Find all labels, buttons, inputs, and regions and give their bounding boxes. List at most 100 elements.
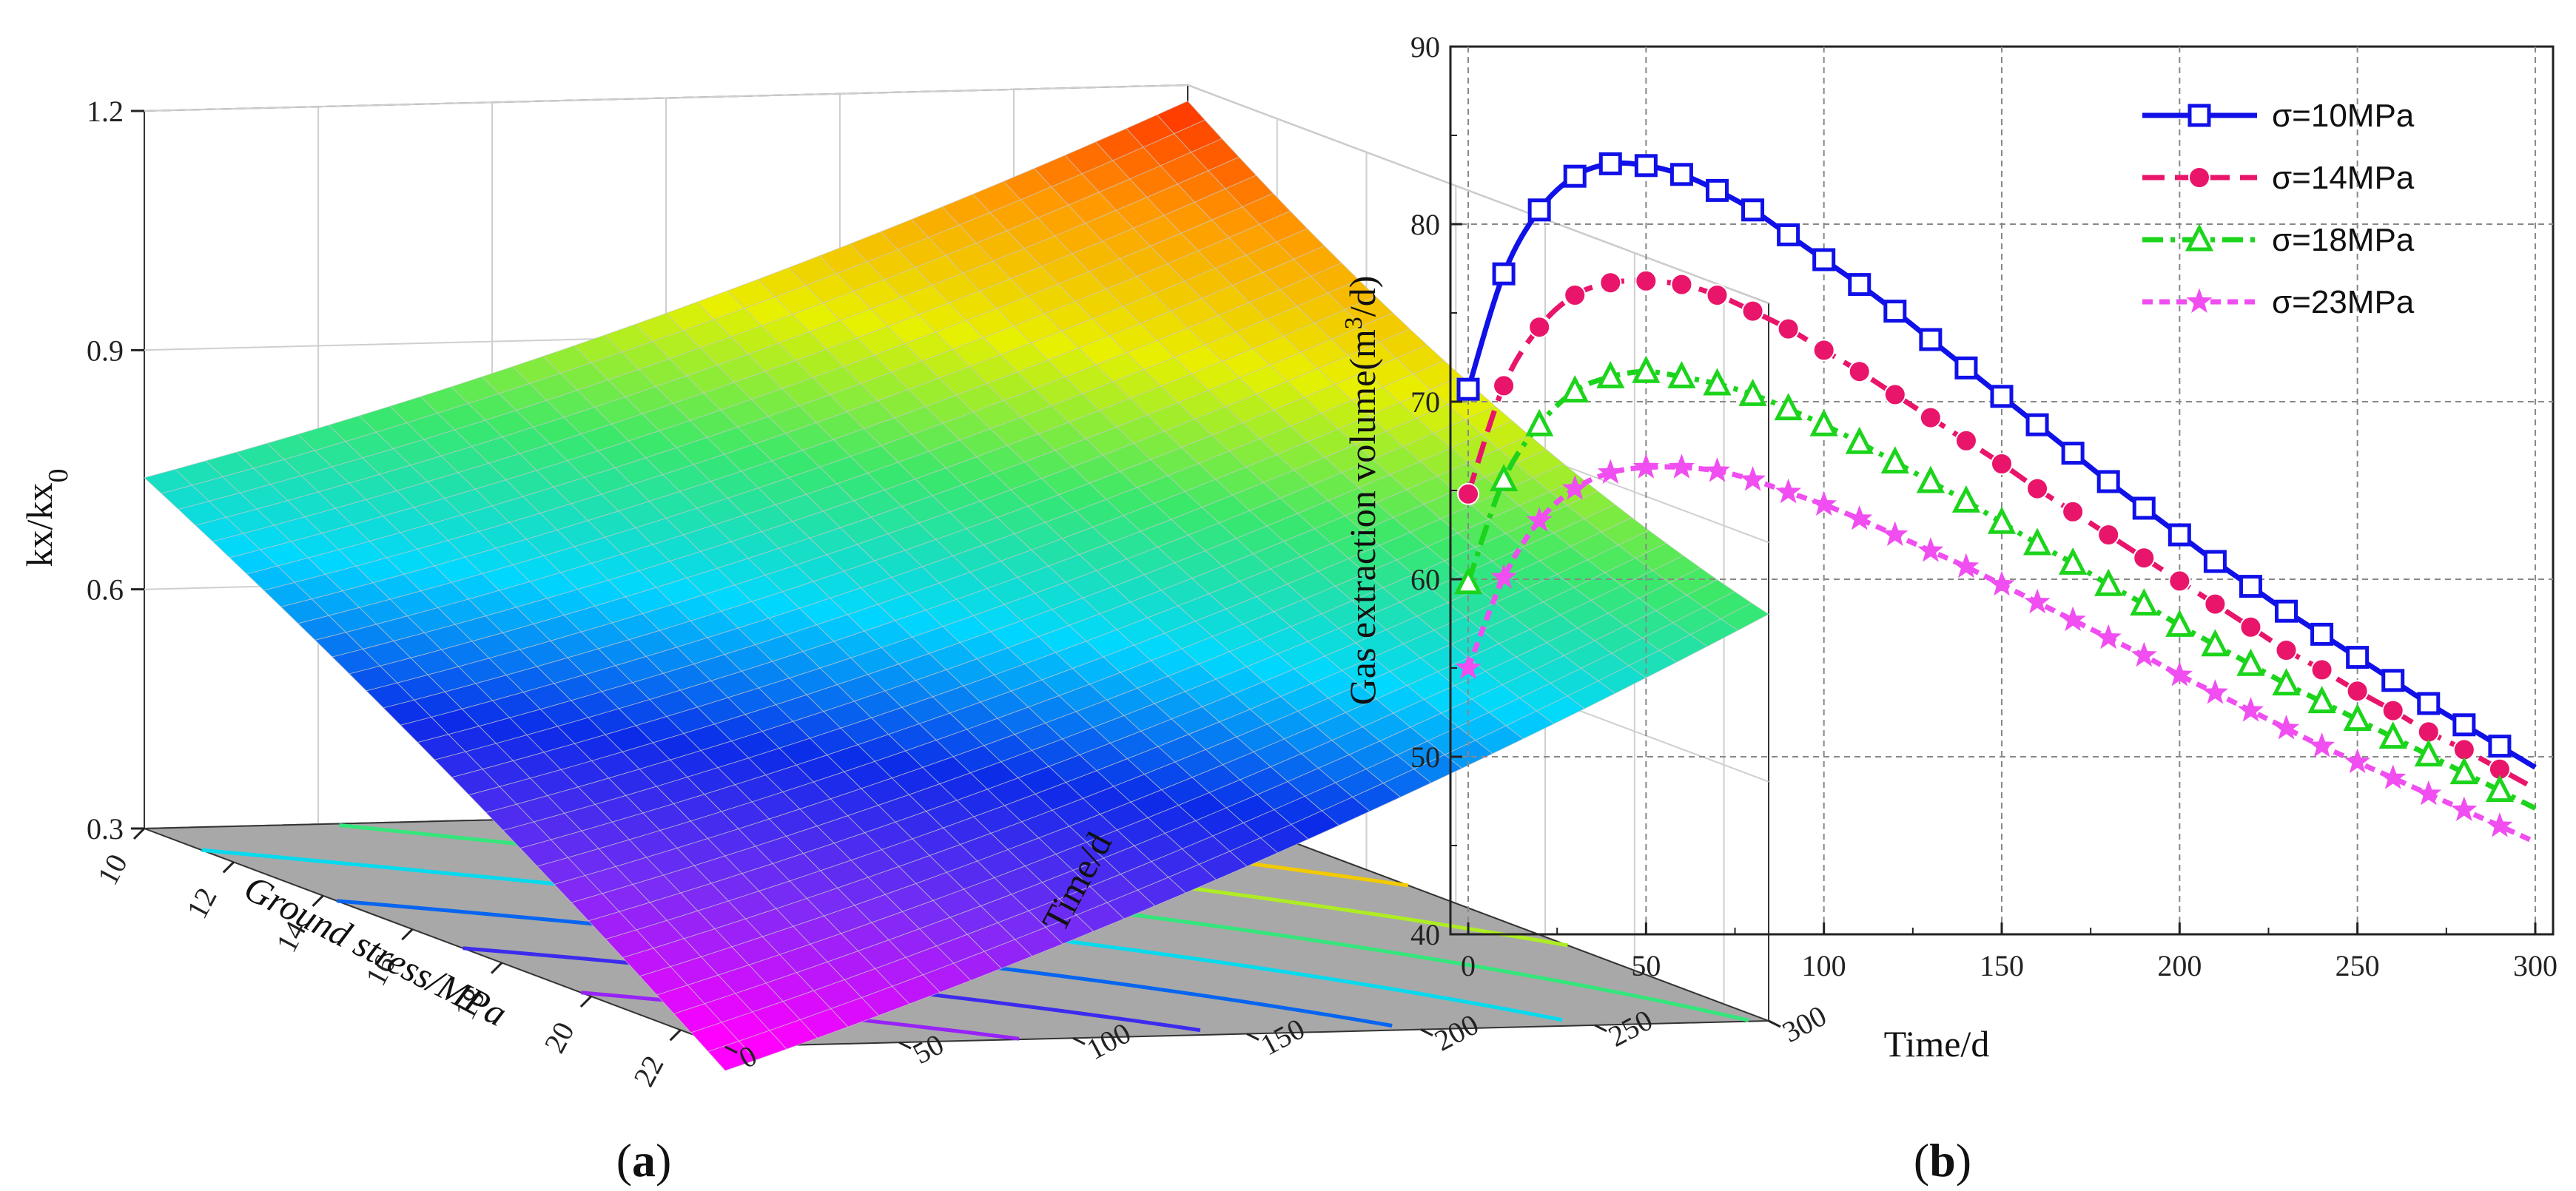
data-point [2346,646,2370,669]
data-point [1669,163,1693,186]
x-tick-label: 150 [1980,949,2024,982]
legend-marker [2186,288,2213,313]
y-tick-mark [1768,1019,1781,1028]
x-tick-mark [401,928,414,941]
data-point [2310,622,2334,646]
data-point [1632,355,1661,383]
legend: σ=10MPa σ=14MPa σ=18MPa σ=23MPa [2142,98,2415,320]
legend-marker [2185,223,2214,252]
x-tick-label: 100 [1802,949,1846,982]
data-point [1740,466,1766,491]
data-point [1812,339,1835,362]
data-point [1635,269,1658,292]
x-tick-mark [579,995,592,1008]
series-3 [1453,355,2537,811]
data-point [1741,198,1765,222]
data-point [2449,757,2478,785]
data-point [1916,465,1945,493]
data-point [2096,470,2120,493]
x-tick-mark [669,1029,682,1042]
z-tick-label: 0.3 [87,812,124,846]
y-tick-mark [1420,1028,1433,1037]
data-point [1492,262,1516,286]
data-point [2237,697,2264,722]
data-point [1953,553,1980,578]
data-point [1561,475,1588,500]
x-tick-mark [491,962,503,974]
data-point [1987,506,2017,534]
data-point [2168,523,2191,547]
data-point [2380,764,2407,789]
data-point [2486,812,2513,837]
data-point [1848,273,1872,297]
data-point [1599,271,1622,294]
data-point [1525,408,1554,436]
data-point [1845,426,1874,454]
data-point [1883,383,1906,406]
legend-label: σ=14MPa [2272,160,2415,196]
data-point [1848,360,1871,383]
x-tick-mark [132,827,146,840]
x-tick-label: 10 [90,848,134,890]
data-point [2344,748,2371,774]
data-point [1526,507,1553,532]
legend-label: σ=10MPa [2272,98,2415,134]
data-point [1489,464,1519,492]
x-tick-label: 20 [537,1016,581,1058]
data-point [1596,360,1625,388]
data-point [1457,482,1480,505]
data-point [2272,668,2301,696]
panel-label-b: (b) [1914,1134,1971,1187]
data-point [2168,570,2191,593]
y-tick-label: 70 [1410,385,1440,419]
data-point [2095,624,2122,650]
x-tick-label: 200 [2157,949,2202,982]
data-point [2165,609,2194,637]
panel-label-a: (a) [616,1134,672,1187]
wall-gridline [144,84,1769,304]
x-tick-label: 12 [180,882,223,923]
data-point [2131,641,2157,667]
y-tick-mark [1246,1033,1260,1041]
y-tick-mark [1072,1036,1086,1045]
data-point [2025,413,2049,436]
legend-marker [2188,166,2210,189]
data-point [2346,680,2369,703]
z-tick-label: 0.9 [87,334,124,367]
data-point [2452,713,2476,737]
x-tick-label: 22 [627,1050,670,1091]
data-point [1919,406,1942,429]
data-point [1561,375,1590,403]
data-point [1882,521,1909,546]
data-point [2236,648,2265,676]
x-tick-mark [312,894,324,907]
data-point [1455,654,1482,679]
data-point [2417,692,2441,715]
data-point [1880,446,1909,474]
data-point [1706,284,1729,306]
data-point [2415,780,2442,806]
y-tick-label: 90 [1410,30,1440,64]
y-tick-label: 50 [1410,740,1440,774]
data-point [1951,485,1981,513]
data-point [2130,588,2159,616]
data-point [1809,408,1838,436]
data-point [2062,500,2085,523]
data-point [1990,385,2014,408]
data-point [2488,735,2512,758]
data-point [1741,300,1764,323]
data-point [1988,570,2015,596]
data-point [2204,593,2227,615]
data-point [1456,377,1480,401]
data-point [2059,547,2088,575]
data-point [1490,564,1517,589]
data-point [1954,356,1978,379]
data-point [1954,429,1977,452]
y-tick-label: 300 [1777,999,1832,1049]
series-group [1453,152,2537,845]
data-point [2061,442,2085,465]
data-point [1812,248,1836,271]
axis-ticks: 0 50 100 150 200 250 300 40 50 60 70 80 90 [1410,30,2557,982]
